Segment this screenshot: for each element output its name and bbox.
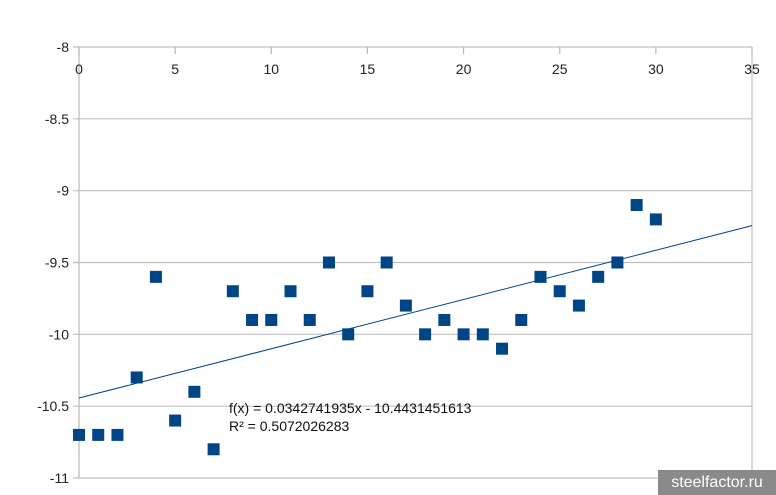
data-point — [534, 270, 547, 283]
y-tick-label: -9 — [57, 183, 70, 199]
data-point — [611, 256, 624, 269]
watermark: steelfactor.ru — [658, 470, 776, 495]
trendline — [78, 225, 753, 399]
data-point — [476, 328, 489, 341]
y-tick-label: -8.5 — [45, 111, 69, 127]
data-point — [188, 385, 201, 398]
data-point — [630, 199, 643, 212]
data-point — [169, 414, 182, 427]
data-point — [207, 443, 220, 456]
x-tick-label: 5 — [171, 61, 179, 77]
data-point — [322, 256, 335, 269]
data-point — [226, 285, 239, 298]
data-point — [246, 313, 259, 326]
y-tick-label: -8 — [57, 39, 70, 55]
r-squared-label: R² = 0.5072026283 — [229, 418, 349, 434]
x-tick-label: 0 — [75, 61, 83, 77]
x-tick-label: 15 — [360, 61, 376, 77]
data-point — [419, 328, 432, 341]
data-point — [572, 299, 585, 312]
data-point — [515, 313, 528, 326]
y-tick-label: -11 — [50, 470, 69, 486]
x-tick-label: 10 — [263, 61, 279, 77]
data-point — [342, 328, 355, 341]
data-point — [649, 213, 662, 226]
data-point — [361, 285, 374, 298]
x-tick-label: 25 — [552, 61, 568, 77]
x-tick-label: 35 — [744, 61, 760, 77]
x-tick-label: 20 — [456, 61, 472, 77]
data-point — [265, 313, 278, 326]
data-point — [92, 428, 105, 441]
data-point — [111, 428, 124, 441]
y-tick-label: -10.5 — [37, 398, 69, 414]
data-point — [399, 299, 412, 312]
data-point — [130, 371, 143, 384]
y-tick-label: -9.5 — [45, 255, 69, 271]
y-tick-label: -10 — [49, 326, 69, 342]
data-point — [438, 313, 451, 326]
data-point — [149, 270, 162, 283]
x-tick-label: 30 — [648, 61, 664, 77]
data-point — [553, 285, 566, 298]
data-point — [457, 328, 470, 341]
data-point — [284, 285, 297, 298]
data-point — [496, 342, 509, 355]
data-point — [303, 313, 316, 326]
data-point — [380, 256, 393, 269]
data-point — [73, 428, 85, 441]
data-point — [592, 270, 605, 283]
trendline-equation: f(x) = 0.0342741935x - 10.4431451613 — [229, 400, 472, 416]
